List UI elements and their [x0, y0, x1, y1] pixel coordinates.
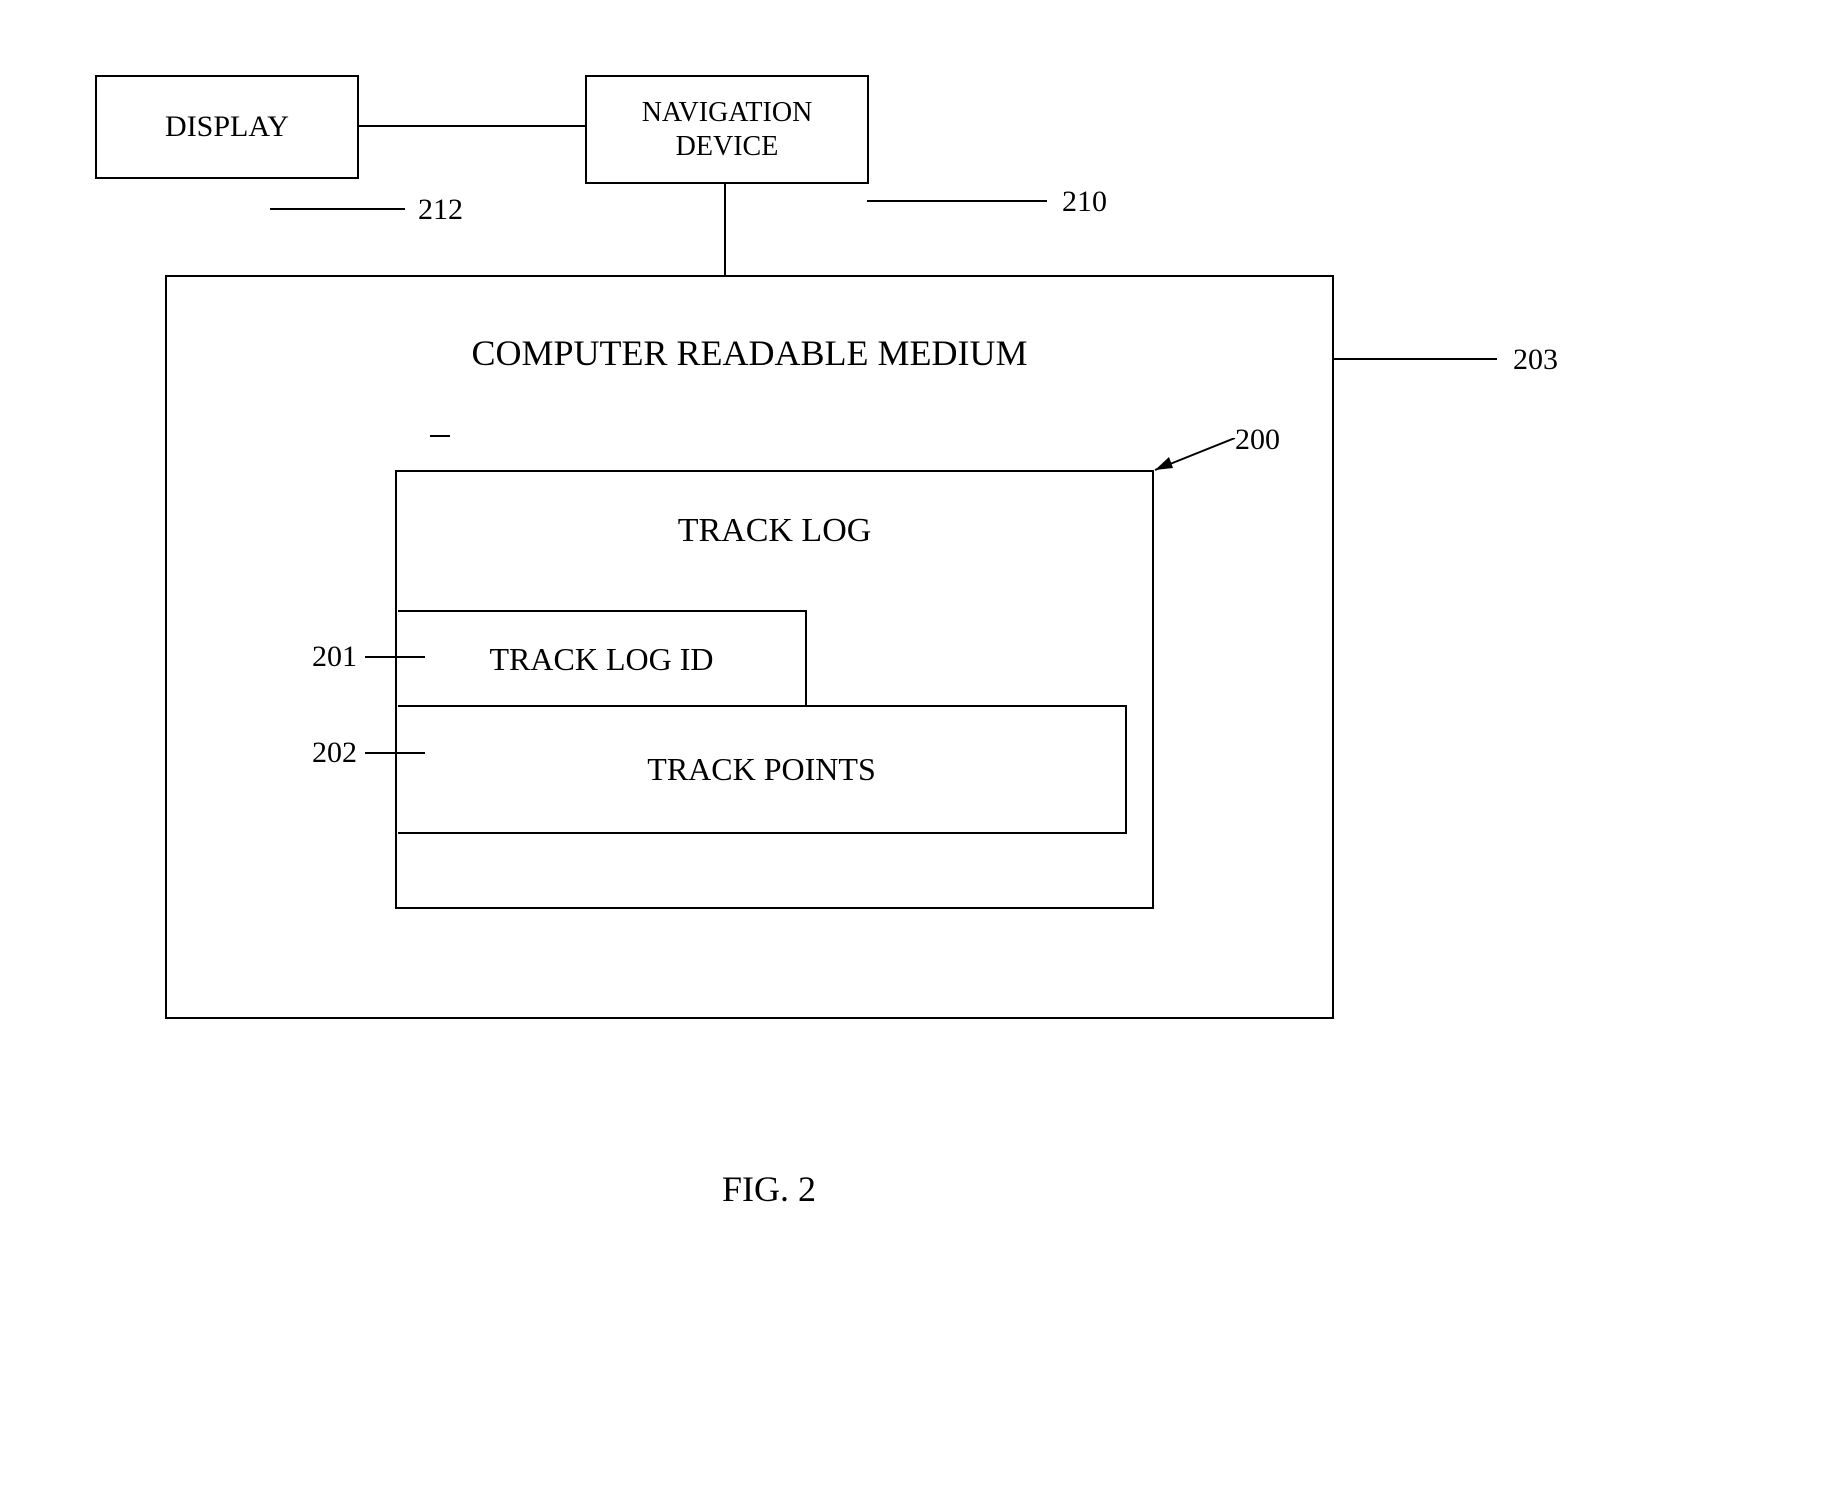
medium-label: COMPUTER READABLE MEDIUM	[471, 332, 1027, 374]
figure-label: FIG. 2	[722, 1168, 816, 1210]
trackpoints-box: TRACK POINTS	[398, 705, 1127, 834]
leader-203	[1332, 358, 1497, 360]
tracklogid-label: TRACK LOG ID	[490, 641, 714, 678]
display-box: DISPLAY	[95, 75, 359, 179]
arrow-200	[1145, 438, 1245, 488]
label-201: 201	[312, 640, 357, 674]
label-203: 203	[1513, 343, 1558, 377]
navigation-device-label: NAVIGATION DEVICE	[642, 96, 813, 163]
tracklogid-box: TRACK LOG ID	[398, 610, 807, 709]
trackpoints-label: TRACK POINTS	[647, 751, 875, 788]
leader-201	[365, 656, 425, 658]
connector-display-navigation	[357, 125, 585, 127]
label-210: 210	[1062, 185, 1107, 219]
label-200: 200	[1235, 423, 1280, 457]
display-label: DISPLAY	[165, 110, 289, 144]
leader-202	[365, 752, 425, 754]
label-212: 212	[418, 193, 463, 227]
navigation-device-box: NAVIGATION DEVICE	[585, 75, 869, 184]
connector-navigation-medium	[724, 182, 726, 275]
tracklog-label: TRACK LOG	[678, 512, 872, 550]
leader-212	[270, 208, 405, 210]
tick-mark	[430, 435, 450, 437]
label-202: 202	[312, 736, 357, 770]
diagram-canvas: DISPLAY NAVIGATION DEVICE 212 210 COMPUT…	[0, 0, 1824, 1512]
leader-210	[867, 200, 1047, 202]
